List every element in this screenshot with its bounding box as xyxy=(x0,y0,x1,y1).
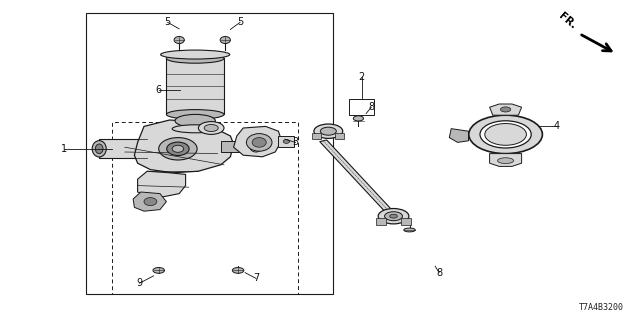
Ellipse shape xyxy=(468,115,543,154)
Polygon shape xyxy=(449,129,468,142)
Ellipse shape xyxy=(500,107,511,112)
Ellipse shape xyxy=(353,116,364,121)
Ellipse shape xyxy=(204,124,218,132)
Ellipse shape xyxy=(252,138,266,147)
Text: 7: 7 xyxy=(253,273,259,284)
Ellipse shape xyxy=(161,50,230,59)
Text: 8: 8 xyxy=(368,102,374,112)
Polygon shape xyxy=(234,126,282,157)
Polygon shape xyxy=(138,171,186,197)
Bar xyxy=(401,218,412,225)
Bar xyxy=(86,13,333,294)
Ellipse shape xyxy=(250,141,262,152)
Text: 3: 3 xyxy=(292,137,299,148)
Ellipse shape xyxy=(480,121,531,148)
Ellipse shape xyxy=(144,197,157,205)
Ellipse shape xyxy=(167,142,189,156)
Text: 6: 6 xyxy=(156,84,162,95)
Polygon shape xyxy=(490,104,522,115)
Text: 2: 2 xyxy=(358,72,365,82)
Text: T7A4B3200: T7A4B3200 xyxy=(579,303,624,312)
Ellipse shape xyxy=(232,268,244,273)
Bar xyxy=(166,59,224,114)
Ellipse shape xyxy=(159,138,197,160)
Ellipse shape xyxy=(166,53,224,63)
Ellipse shape xyxy=(378,209,409,224)
Polygon shape xyxy=(133,192,166,211)
Ellipse shape xyxy=(385,212,403,221)
Bar xyxy=(99,139,147,158)
Text: 4: 4 xyxy=(554,121,560,132)
Bar xyxy=(349,99,374,115)
Bar xyxy=(221,141,256,152)
Ellipse shape xyxy=(172,125,218,133)
Text: 5: 5 xyxy=(237,17,243,28)
Ellipse shape xyxy=(314,124,343,138)
Ellipse shape xyxy=(175,114,215,127)
Bar xyxy=(278,136,294,147)
Bar xyxy=(376,218,386,225)
Ellipse shape xyxy=(166,109,224,119)
Text: 9: 9 xyxy=(136,278,143,288)
Text: FR.: FR. xyxy=(557,11,579,31)
Polygon shape xyxy=(490,154,522,166)
Bar xyxy=(335,133,344,139)
Ellipse shape xyxy=(220,36,230,44)
Ellipse shape xyxy=(246,133,272,151)
Ellipse shape xyxy=(172,145,184,152)
Ellipse shape xyxy=(153,268,164,273)
Ellipse shape xyxy=(404,228,415,232)
Ellipse shape xyxy=(92,140,106,157)
Polygon shape xyxy=(134,120,234,173)
Ellipse shape xyxy=(198,122,224,134)
Text: 5: 5 xyxy=(164,17,171,28)
Text: 1: 1 xyxy=(61,144,67,154)
Text: 8: 8 xyxy=(436,268,442,278)
Ellipse shape xyxy=(283,140,289,143)
Bar xyxy=(312,133,321,139)
Ellipse shape xyxy=(174,36,184,44)
Ellipse shape xyxy=(321,127,337,135)
Bar xyxy=(112,122,298,294)
Ellipse shape xyxy=(485,124,526,145)
Ellipse shape xyxy=(95,144,103,154)
Ellipse shape xyxy=(390,214,397,218)
Polygon shape xyxy=(320,140,397,217)
Ellipse shape xyxy=(498,158,514,164)
